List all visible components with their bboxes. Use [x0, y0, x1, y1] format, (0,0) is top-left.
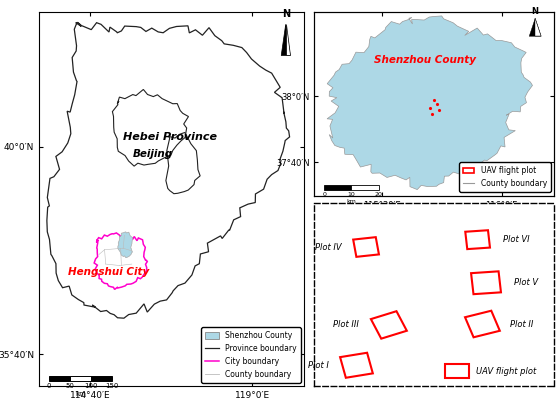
Text: 0: 0 — [46, 383, 51, 388]
Text: Plot V: Plot V — [514, 278, 538, 287]
Polygon shape — [371, 311, 407, 339]
Text: Beijing: Beijing — [133, 149, 173, 159]
Text: Plot III: Plot III — [333, 321, 359, 330]
Text: N: N — [531, 7, 539, 16]
Text: 10: 10 — [347, 192, 355, 197]
Polygon shape — [529, 18, 541, 36]
Text: 20: 20 — [375, 192, 382, 197]
Polygon shape — [353, 237, 379, 257]
Polygon shape — [340, 353, 373, 378]
Legend: Shenzhou County, Province boundary, City boundary, County boundary: Shenzhou County, Province boundary, City… — [202, 328, 301, 383]
Text: 100: 100 — [84, 383, 98, 388]
Polygon shape — [465, 230, 490, 249]
Text: km: km — [75, 391, 86, 397]
Polygon shape — [535, 18, 541, 36]
Polygon shape — [286, 24, 290, 55]
Text: 0: 0 — [322, 192, 326, 197]
Bar — [49, 376, 70, 381]
Polygon shape — [281, 24, 290, 55]
Text: Hengshui City: Hengshui City — [68, 267, 149, 277]
Polygon shape — [327, 16, 533, 189]
Text: Hebei Province: Hebei Province — [123, 132, 217, 142]
Text: Plot II: Plot II — [510, 319, 533, 328]
Polygon shape — [118, 232, 133, 258]
Bar — [91, 376, 112, 381]
Bar — [445, 364, 469, 378]
Text: N: N — [282, 9, 290, 18]
Legend: UAV flight plot, County boundary: UAV flight plot, County boundary — [459, 162, 550, 192]
Bar — [324, 185, 351, 190]
Polygon shape — [471, 271, 501, 294]
Text: UAV flight plot: UAV flight plot — [477, 367, 536, 376]
Bar — [351, 185, 379, 190]
Text: km: km — [347, 199, 356, 204]
Text: Shenzhou County: Shenzhou County — [374, 55, 476, 65]
Text: Plot I: Plot I — [308, 361, 329, 370]
Text: 150: 150 — [105, 383, 119, 388]
Text: 50: 50 — [66, 383, 74, 388]
Text: Plot IV: Plot IV — [315, 242, 342, 252]
Bar — [70, 376, 91, 381]
Polygon shape — [465, 311, 500, 337]
Text: Plot VI: Plot VI — [503, 235, 529, 244]
